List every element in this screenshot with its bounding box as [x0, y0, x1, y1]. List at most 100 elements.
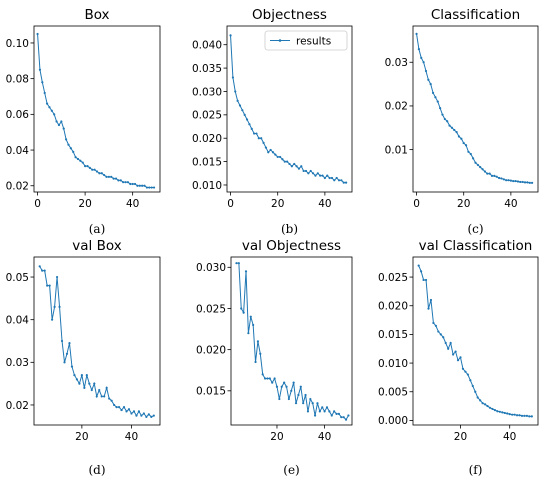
data-point: [255, 132, 258, 135]
panel-a: Box 0 20 40 0.02 0.04 0.06 0.08 0.10 (a): [6, 7, 161, 236]
data-point: [110, 399, 113, 402]
data-point: [528, 415, 531, 418]
x-tick-label: 40: [125, 431, 138, 443]
panel-title: Classification: [431, 7, 520, 23]
data-point: [509, 179, 512, 182]
data-point: [138, 184, 141, 187]
data-point: [328, 176, 331, 180]
data-point: [261, 373, 264, 376]
y-tick-label: 0.010: [192, 180, 222, 192]
data-point: [248, 123, 251, 126]
data-point: [257, 137, 260, 140]
y-tick-label: 0.025: [378, 272, 408, 284]
data-point: [70, 365, 74, 368]
data-point: [50, 109, 53, 112]
data-point: [302, 169, 305, 173]
y-tick-label: 0.08: [6, 73, 29, 85]
data-point: [278, 397, 281, 401]
data-point: [434, 96, 437, 99]
data-point: [344, 418, 348, 421]
data-point: [484, 403, 487, 406]
data-point: [330, 414, 333, 417]
data-point: [287, 397, 290, 401]
data-point: [459, 356, 462, 359]
data-point: [525, 414, 529, 417]
data-point: [513, 413, 516, 416]
y-tick-label: 0.03: [385, 57, 408, 69]
panel-title: val Objectness: [242, 238, 341, 254]
axes-frame: [33, 25, 161, 193]
data-point: [58, 305, 61, 308]
data-point: [86, 165, 89, 168]
data-point: [247, 332, 250, 335]
data-point: [436, 100, 439, 103]
legend-box: [264, 30, 348, 51]
data-point: [38, 265, 41, 268]
data-point: [74, 156, 77, 159]
legend-marker: [278, 39, 282, 42]
x-tick-label: 20: [78, 198, 91, 210]
data-point: [439, 107, 442, 110]
data-point: [93, 382, 96, 385]
data-point: [333, 179, 336, 182]
data-point: [422, 278, 425, 282]
data-point: [488, 406, 492, 409]
data-point: [73, 374, 76, 377]
data-point: [125, 410, 128, 413]
data-point: [124, 181, 127, 184]
data-point: [143, 184, 146, 187]
data-point: [242, 311, 245, 314]
x-tick-label: 20: [75, 431, 88, 443]
data-point: [290, 389, 293, 392]
data-point: [150, 186, 153, 189]
y-tick-label: 0.02: [6, 400, 29, 412]
data-point: [476, 163, 479, 167]
data-point: [340, 416, 343, 419]
data-point: [254, 360, 257, 364]
data-point: [429, 298, 433, 302]
data-point: [304, 169, 308, 173]
data-point: [63, 361, 66, 364]
data-point: [252, 323, 255, 327]
data-point: [507, 179, 510, 182]
x-tick-label: 0: [34, 198, 41, 210]
data-point: [229, 34, 232, 37]
data-point: [286, 160, 289, 163]
data-point: [129, 182, 132, 186]
data-point: [309, 169, 312, 173]
data-point: [64, 138, 68, 141]
data-point: [263, 377, 267, 380]
data-point: [335, 176, 338, 180]
data-point: [488, 172, 491, 175]
y-tick-label: 0.10: [6, 38, 29, 50]
data-point: [236, 99, 239, 102]
data-point: [420, 270, 423, 273]
data-point: [142, 412, 145, 415]
data-point: [266, 377, 269, 380]
data-point: [474, 161, 477, 164]
y-tick-label: 0.06: [6, 109, 30, 121]
series-line: [39, 266, 155, 418]
data-point: [43, 269, 46, 272]
data-point: [474, 390, 477, 393]
data-point: [449, 341, 452, 345]
data-point: [483, 170, 487, 173]
data-point: [290, 165, 293, 168]
series-line: [418, 265, 532, 417]
data-point: [260, 137, 263, 140]
data-point: [439, 333, 442, 336]
series-line: [416, 33, 533, 184]
data-point: [309, 397, 312, 401]
data-point: [253, 132, 256, 135]
data-point: [145, 415, 148, 418]
data-point: [498, 410, 501, 413]
data-point: [502, 178, 505, 181]
panel-caption: (b): [281, 222, 298, 236]
data-point: [67, 143, 70, 146]
data-point: [269, 148, 272, 152]
x-tick-label: 20: [271, 198, 284, 210]
data-point: [245, 118, 249, 121]
data-point: [481, 402, 484, 405]
data-point: [304, 393, 307, 397]
y-tick-label: 0.04: [6, 145, 30, 157]
